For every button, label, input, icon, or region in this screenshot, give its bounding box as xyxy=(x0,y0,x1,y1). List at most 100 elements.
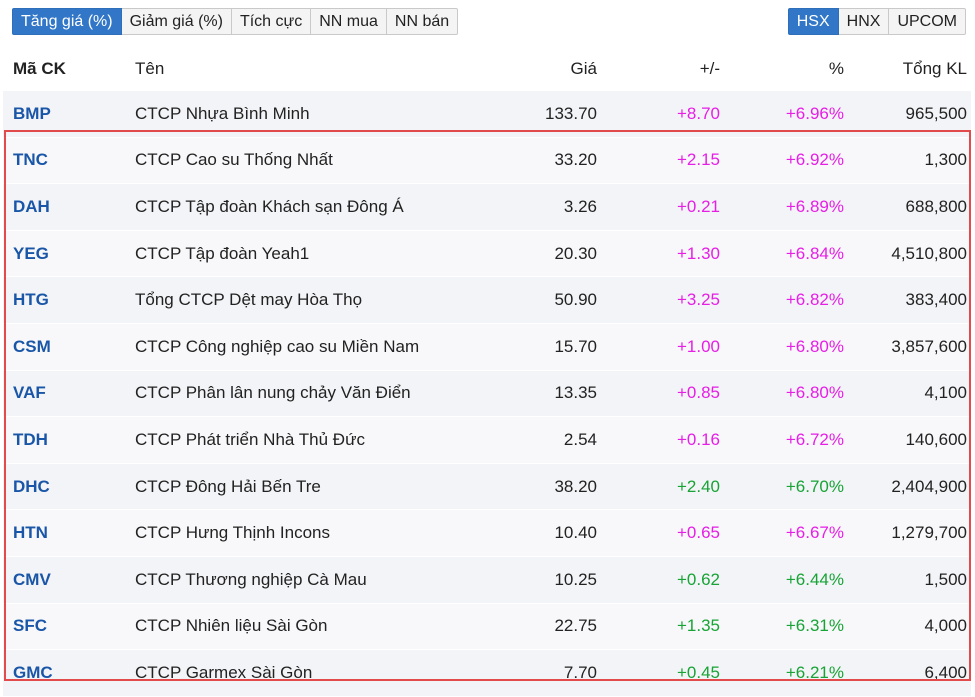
stock-percent: +6.89% xyxy=(720,183,844,231)
table-row[interactable]: BMP CTCP Nhựa Bình Minh 133.70 +8.70 +6.96% 9… xyxy=(3,91,971,138)
exchange-tabs: HSX HNX UPCOM xyxy=(787,8,966,35)
stock-volume: 6,400 xyxy=(844,649,971,697)
stock-price: 33.20 xyxy=(455,137,597,185)
stock-volume: 4,510,800 xyxy=(844,230,971,278)
filter-tabs: Tăng giá (%) Giảm giá (%) Tích cực NN mu… xyxy=(12,8,459,35)
stock-code[interactable]: YEG xyxy=(3,230,135,278)
stock-change: +3.25 xyxy=(597,276,720,324)
stock-volume: 688,800 xyxy=(844,183,971,231)
header-volume[interactable]: Tổng KL xyxy=(902,58,967,78)
stock-code[interactable]: HTG xyxy=(3,276,135,324)
stock-change: +2.40 xyxy=(597,463,720,511)
table-row[interactable]: TNC CTCP Cao su Thống Nhất 33.20 +2.15 +6.92… xyxy=(3,137,971,185)
tab-gainers[interactable]: Tăng giá (%) xyxy=(12,8,122,35)
stock-volume: 4,000 xyxy=(844,603,971,651)
stock-name: CTCP Nhiên liệu Sài Gòn xyxy=(135,603,455,651)
table-row[interactable]: HTG Tổng CTCP Dệt may Hòa Thọ 50.90 +3.25 +6… xyxy=(3,276,971,324)
table-row[interactable]: GMC CTCP Garmex Sài Gòn 7.70 +0.45 +6.21% 6,4… xyxy=(3,649,971,697)
table-row[interactable]: DHC CTCP Đông Hải Bến Tre 38.20 +2.40 +6.70%… xyxy=(3,463,971,511)
stock-volume: 965,500 xyxy=(844,91,971,138)
stock-volume: 1,500 xyxy=(844,556,971,604)
stock-code[interactable]: DHC xyxy=(3,463,135,511)
table-row[interactable]: VAF CTCP Phân lân nung chảy Văn Điển 13.35… xyxy=(3,370,971,418)
stock-percent: +6.67% xyxy=(720,509,844,557)
table-row[interactable]: HTN CTCP Hưng Thịnh Incons 10.40 +0.65 +6.67… xyxy=(3,509,971,557)
stock-change: +0.62 xyxy=(597,556,720,604)
table-row[interactable]: TDH CTCP Phát triển Nhà Thủ Đức 2.54 +0.16 +… xyxy=(3,416,971,464)
header-change[interactable]: +/- xyxy=(699,58,720,78)
stock-change: +8.70 xyxy=(597,91,720,138)
stock-code[interactable]: TNC xyxy=(3,137,135,185)
stock-price: 10.40 xyxy=(455,509,597,557)
stock-code[interactable]: CSM xyxy=(3,323,135,371)
stock-price: 13.35 xyxy=(455,370,597,418)
stock-percent: +6.80% xyxy=(720,370,844,418)
tab-active[interactable]: Tích cực xyxy=(231,8,312,35)
table-body: BMP CTCP Nhựa Bình Minh 133.70 +8.70 +6.96% 9… xyxy=(3,91,971,697)
stock-change: +0.65 xyxy=(597,509,720,557)
stock-change: +0.16 xyxy=(597,416,720,464)
stock-name: CTCP Tập đoàn Yeah1 xyxy=(135,230,455,278)
stock-code[interactable]: SFC xyxy=(3,603,135,651)
stock-volume: 140,600 xyxy=(844,416,971,464)
stock-price: 7.70 xyxy=(455,649,597,697)
stock-percent: +6.82% xyxy=(720,276,844,324)
stock-percent: +6.44% xyxy=(720,556,844,604)
header-price[interactable]: Giá xyxy=(570,58,597,78)
stock-name: CTCP Đông Hải Bến Tre xyxy=(135,463,455,511)
stock-volume: 383,400 xyxy=(844,276,971,324)
table-row[interactable]: SFC CTCP Nhiên liệu Sài Gòn 22.75 +1.35 +6.3… xyxy=(3,603,971,651)
tab-foreign-sell[interactable]: NN bán xyxy=(386,8,459,35)
stock-code[interactable]: DAH xyxy=(3,183,135,231)
stock-change: +1.35 xyxy=(597,603,720,651)
table-row[interactable]: YEG CTCP Tập đoàn Yeah1 20.30 +1.30 +6.84% 4,… xyxy=(3,230,971,278)
stock-price: 3.26 xyxy=(455,183,597,231)
stock-name: CTCP Công nghiệp cao su Miền Nam xyxy=(135,323,455,371)
header-percent[interactable]: % xyxy=(828,58,844,78)
stock-code[interactable]: CMV xyxy=(3,556,135,604)
stock-volume: 1,279,700 xyxy=(844,509,971,557)
stock-percent: +6.92% xyxy=(720,137,844,185)
stock-name: CTCP Tập đoàn Khách sạn Đông Á xyxy=(135,183,455,231)
stock-price: 2.54 xyxy=(455,416,597,464)
stock-name: Tổng CTCP Dệt may Hòa Thọ xyxy=(135,276,455,324)
stock-volume: 4,100 xyxy=(844,370,971,418)
stock-percent: +6.80% xyxy=(720,323,844,371)
stock-percent: +6.70% xyxy=(720,463,844,511)
stock-volume: 3,857,600 xyxy=(844,323,971,371)
stock-name: CTCP Phát triển Nhà Thủ Đức xyxy=(135,416,455,464)
stock-change: +0.85 xyxy=(597,370,720,418)
stock-change: +1.00 xyxy=(597,323,720,371)
header-name[interactable]: Tên xyxy=(135,58,165,78)
stock-name: CTCP Phân lân nung chảy Văn Điển xyxy=(135,370,455,418)
stock-percent: +6.84% xyxy=(720,230,844,278)
stock-code[interactable]: TDH xyxy=(3,416,135,464)
stock-price: 20.30 xyxy=(455,230,597,278)
stock-code[interactable]: BMP xyxy=(3,91,135,138)
header-code[interactable]: Mã CK xyxy=(13,58,66,78)
stock-name: CTCP Nhựa Bình Minh xyxy=(135,91,455,138)
stock-price: 38.20 xyxy=(455,463,597,511)
stock-percent: +6.31% xyxy=(720,603,844,651)
table-row[interactable]: DAH CTCP Tập đoàn Khách sạn Đông Á 3.26 +0.… xyxy=(3,183,971,231)
stock-name: CTCP Cao su Thống Nhất xyxy=(135,137,455,185)
stock-volume: 2,404,900 xyxy=(844,463,971,511)
stock-change: +2.15 xyxy=(597,137,720,185)
stock-code[interactable]: HTN xyxy=(3,509,135,557)
stock-percent: +6.21% xyxy=(720,649,844,697)
tab-exchange-hnx[interactable]: HNX xyxy=(838,8,890,35)
stock-name: CTCP Thương nghiệp Cà Mau xyxy=(135,556,455,604)
stock-code[interactable]: VAF xyxy=(3,370,135,418)
stock-name: CTCP Hưng Thịnh Incons xyxy=(135,509,455,557)
stock-price: 50.90 xyxy=(455,276,597,324)
stock-price: 22.75 xyxy=(455,603,597,651)
tab-exchange-hsx[interactable]: HSX xyxy=(787,8,839,35)
table-row[interactable]: CSM CTCP Công nghiệp cao su Miền Nam 15.70… xyxy=(3,323,971,371)
stock-code[interactable]: GMC xyxy=(3,649,135,697)
stock-table: Mã CK Tên Giá +/- % Tổng KL BMP CTCP Nhựa… xyxy=(3,46,971,697)
tab-exchange-upcom[interactable]: UPCOM xyxy=(889,8,966,35)
table-row[interactable]: CMV CTCP Thương nghiệp Cà Mau 10.25 +0.62 +6… xyxy=(3,556,971,604)
tab-foreign-buy[interactable]: NN mua xyxy=(311,8,387,35)
tab-losers[interactable]: Giảm giá (%) xyxy=(121,8,232,35)
stock-percent: +6.72% xyxy=(720,416,844,464)
